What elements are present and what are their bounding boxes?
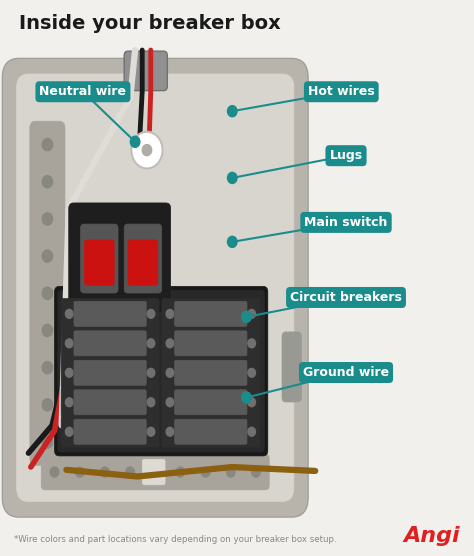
Circle shape <box>142 145 152 156</box>
FancyBboxPatch shape <box>174 390 247 415</box>
Circle shape <box>242 392 251 403</box>
Text: Main switch: Main switch <box>304 216 388 229</box>
Circle shape <box>252 467 260 477</box>
FancyBboxPatch shape <box>128 240 158 285</box>
Circle shape <box>166 427 174 436</box>
Circle shape <box>166 309 174 318</box>
FancyBboxPatch shape <box>124 224 162 293</box>
Circle shape <box>42 361 53 374</box>
Text: Hot wires: Hot wires <box>308 85 374 98</box>
FancyBboxPatch shape <box>162 328 260 359</box>
FancyBboxPatch shape <box>162 299 260 329</box>
Circle shape <box>248 427 255 436</box>
Circle shape <box>65 368 73 377</box>
Circle shape <box>65 398 73 407</box>
FancyBboxPatch shape <box>162 416 260 447</box>
Text: Inside your breaker box: Inside your breaker box <box>19 14 281 33</box>
Circle shape <box>42 250 53 262</box>
Circle shape <box>100 467 109 477</box>
Circle shape <box>248 309 255 318</box>
Text: *Wire colors and part locations vary depending on your breaker box setup.: *Wire colors and part locations vary dep… <box>14 535 337 544</box>
FancyBboxPatch shape <box>74 419 146 444</box>
Circle shape <box>176 467 185 477</box>
FancyBboxPatch shape <box>162 387 260 418</box>
Circle shape <box>228 236 237 247</box>
Circle shape <box>42 138 53 151</box>
FancyBboxPatch shape <box>74 331 146 356</box>
FancyBboxPatch shape <box>174 419 247 444</box>
FancyBboxPatch shape <box>61 416 159 447</box>
Text: Angi: Angi <box>403 526 460 546</box>
Circle shape <box>201 467 210 477</box>
Circle shape <box>147 398 155 407</box>
FancyBboxPatch shape <box>124 51 167 91</box>
Circle shape <box>147 339 155 348</box>
FancyBboxPatch shape <box>61 299 159 329</box>
FancyBboxPatch shape <box>174 301 247 326</box>
Circle shape <box>42 176 53 188</box>
Circle shape <box>131 132 163 168</box>
Circle shape <box>42 287 53 299</box>
FancyBboxPatch shape <box>84 240 114 285</box>
FancyBboxPatch shape <box>61 358 159 388</box>
Circle shape <box>147 427 155 436</box>
FancyBboxPatch shape <box>174 360 247 385</box>
Circle shape <box>65 339 73 348</box>
Circle shape <box>42 399 53 411</box>
FancyBboxPatch shape <box>282 332 301 402</box>
FancyBboxPatch shape <box>74 301 146 326</box>
FancyBboxPatch shape <box>61 328 159 359</box>
FancyBboxPatch shape <box>69 203 171 311</box>
Circle shape <box>228 106 237 117</box>
Circle shape <box>147 309 155 318</box>
Circle shape <box>130 136 140 147</box>
Text: Lugs: Lugs <box>329 149 363 162</box>
Circle shape <box>126 467 134 477</box>
FancyBboxPatch shape <box>74 390 146 415</box>
Circle shape <box>166 398 174 407</box>
Circle shape <box>151 467 159 477</box>
Circle shape <box>166 339 174 348</box>
FancyBboxPatch shape <box>142 459 165 485</box>
Text: Circuit breakers: Circuit breakers <box>290 291 402 304</box>
Circle shape <box>75 467 84 477</box>
FancyBboxPatch shape <box>55 286 268 456</box>
Circle shape <box>242 311 251 322</box>
Circle shape <box>147 368 155 377</box>
FancyBboxPatch shape <box>174 331 247 356</box>
Circle shape <box>42 213 53 225</box>
FancyBboxPatch shape <box>162 358 260 388</box>
Circle shape <box>50 467 59 477</box>
Text: Ground wire: Ground wire <box>303 366 389 379</box>
FancyBboxPatch shape <box>17 74 294 502</box>
Circle shape <box>65 309 73 318</box>
Circle shape <box>42 324 53 336</box>
Circle shape <box>228 172 237 183</box>
FancyBboxPatch shape <box>74 360 146 385</box>
Circle shape <box>42 436 53 448</box>
Circle shape <box>248 368 255 377</box>
FancyBboxPatch shape <box>58 290 264 452</box>
Circle shape <box>65 427 73 436</box>
FancyBboxPatch shape <box>30 121 65 465</box>
Circle shape <box>248 398 255 407</box>
FancyBboxPatch shape <box>61 387 159 418</box>
Circle shape <box>166 368 174 377</box>
Circle shape <box>227 467 235 477</box>
FancyBboxPatch shape <box>41 454 269 490</box>
Text: Neutral wire: Neutral wire <box>39 85 127 98</box>
FancyBboxPatch shape <box>2 58 308 517</box>
Circle shape <box>248 339 255 348</box>
FancyBboxPatch shape <box>81 224 118 293</box>
